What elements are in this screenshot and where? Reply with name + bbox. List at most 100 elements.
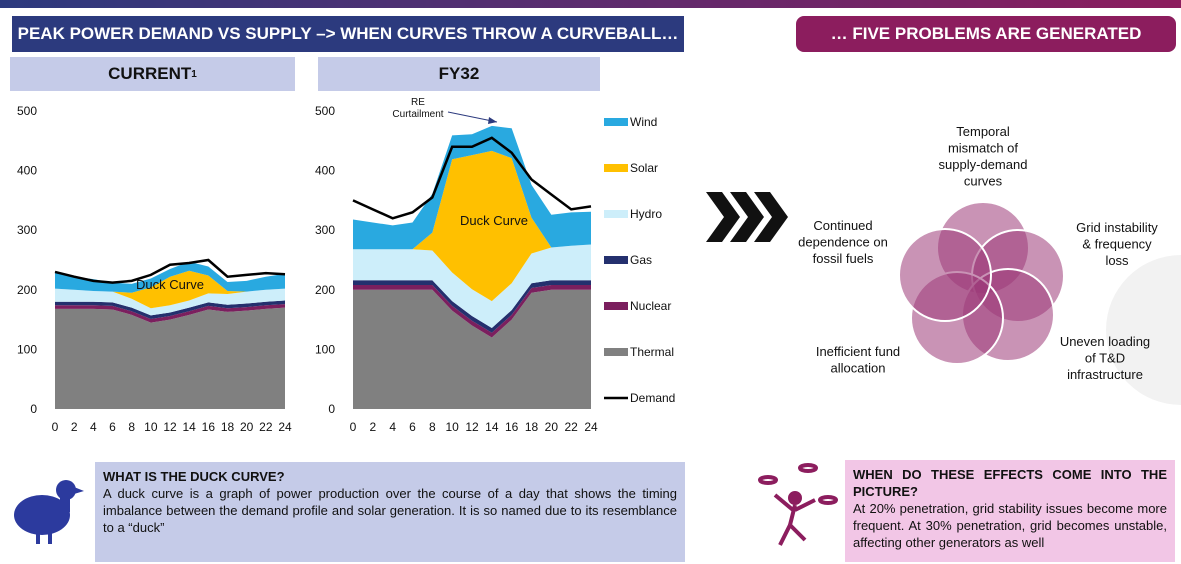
panel-title: CURRENT [108, 64, 192, 83]
x-tick-label: 20 [545, 420, 559, 434]
annotation: RE Curtailment [392, 97, 443, 120]
area [55, 270, 285, 309]
x-tick-label: 14 [485, 420, 499, 434]
y-tick-label: 300 [17, 223, 37, 237]
x-tick-label: 24 [584, 420, 598, 434]
y-tick-label: 500 [315, 104, 335, 118]
panel-heading: CURRENT 1 [10, 57, 295, 91]
x-tick-label: 6 [109, 420, 116, 434]
problem-line: Continued [813, 218, 872, 233]
duck-icon [14, 480, 84, 544]
y-tick-label: 100 [315, 342, 335, 356]
problem-line: dependence on [798, 235, 888, 250]
problem-line: loss [1105, 253, 1129, 268]
x-tick-label: 16 [505, 420, 519, 434]
venn-circle [898, 228, 992, 322]
area [353, 244, 591, 328]
x-tick-label: 4 [90, 420, 97, 434]
area [55, 288, 285, 316]
y-tick-label: 200 [315, 283, 335, 297]
annotation-line: Curtailment [392, 109, 443, 120]
y-tick-label: 400 [315, 164, 335, 178]
problem-line: Uneven loading [1060, 334, 1150, 349]
area [55, 300, 285, 320]
problem-line: allocation [831, 361, 886, 376]
legend-label: Gas [630, 253, 652, 267]
demand-line [352, 136, 592, 220]
y-tick-label: 0 [30, 402, 37, 416]
x-tick-label: 10 [445, 420, 459, 434]
chevrons [706, 192, 788, 242]
legend-label: Demand [630, 391, 675, 405]
y-tick-label: 0 [328, 402, 335, 416]
area [353, 150, 591, 302]
box-text: At 20% penetration, grid stability issue… [853, 501, 1167, 550]
box-title: WHEN DO THESE EFFECTS COME INTO THE PICT… [853, 467, 1167, 499]
background-arc [1106, 255, 1181, 405]
problem-line: curves [964, 174, 1003, 189]
problem-label: Inefficient fund allocation [816, 344, 900, 376]
problem-line: Temporal [956, 124, 1010, 139]
duck-box: WHAT IS THE DUCK CURVE? A duck curve is a… [95, 462, 685, 562]
problem-line: Grid instability [1076, 220, 1158, 235]
x-tick-label: 16 [202, 420, 216, 434]
y-tick-label: 200 [17, 283, 37, 297]
x-tick-label: 22 [564, 420, 578, 434]
x-tick-label: 0 [350, 420, 357, 434]
y-tick-label: 400 [17, 164, 37, 178]
effects-box: WHEN DO THESE EFFECTS COME INTO THE PICT… [845, 460, 1175, 562]
area [55, 307, 285, 409]
area [353, 125, 591, 250]
area [55, 261, 285, 293]
area [55, 304, 285, 323]
legend-swatch [604, 164, 628, 172]
right-banner: … FIVE PROBLEMS ARE GENERATED [796, 16, 1176, 52]
problem-label: Temporal mismatch of supply-demand curves [939, 124, 1028, 189]
y-tick-label: 100 [17, 342, 37, 356]
legend-label: Nuclear [630, 299, 671, 313]
problem-line: Inefficient fund [816, 344, 900, 359]
x-tick-label: 10 [144, 420, 158, 434]
legend-label: Hydro [630, 207, 662, 221]
legend-label: Thermal [630, 345, 674, 359]
problem-line: infrastructure [1067, 367, 1143, 382]
problem-label: Continued dependence on fossil fuels [798, 218, 888, 266]
panel-heading: FY32 [318, 57, 600, 91]
x-tick-label: 18 [221, 420, 235, 434]
panel-title: FY32 [438, 64, 480, 83]
superscript: 1 [191, 68, 197, 80]
box-title: WHAT IS THE DUCK CURVE? [103, 469, 285, 484]
x-tick-label: 2 [369, 420, 376, 434]
legend-swatch [604, 348, 628, 356]
problem-line: of T&D [1085, 351, 1125, 366]
y-tick-label: 300 [315, 223, 335, 237]
x-tick-label: 22 [259, 420, 273, 434]
problem-line: & frequency [1082, 237, 1152, 252]
juggler-icon [758, 463, 838, 546]
x-tick-label: 6 [409, 420, 416, 434]
legend-swatch [604, 302, 628, 310]
annotation-line: RE [411, 97, 425, 108]
x-tick-label: 12 [163, 420, 177, 434]
x-tick-label: 24 [278, 420, 292, 434]
demand-line [54, 258, 286, 284]
x-tick-label: 20 [240, 420, 254, 434]
problem-line: mismatch of [948, 141, 1018, 156]
problem-line: supply-demand [939, 157, 1028, 172]
legend-label: Solar [630, 161, 658, 175]
annotation: Duck Curve [460, 213, 528, 228]
legend-swatch [604, 210, 628, 218]
x-tick-label: 12 [465, 420, 479, 434]
x-tick-label: 4 [389, 420, 396, 434]
left-banner: PEAK POWER DEMAND VS SUPPLY –> WHEN CURV… [12, 16, 684, 52]
venn [898, 201, 1065, 365]
legend-label: Wind [630, 115, 657, 129]
arrow-head [488, 117, 497, 124]
legend-swatch [604, 118, 628, 126]
y-tick-label: 500 [17, 104, 37, 118]
annotation: Duck Curve [136, 277, 204, 292]
x-tick-label: 14 [182, 420, 196, 434]
problem-line: fossil fuels [813, 251, 874, 266]
